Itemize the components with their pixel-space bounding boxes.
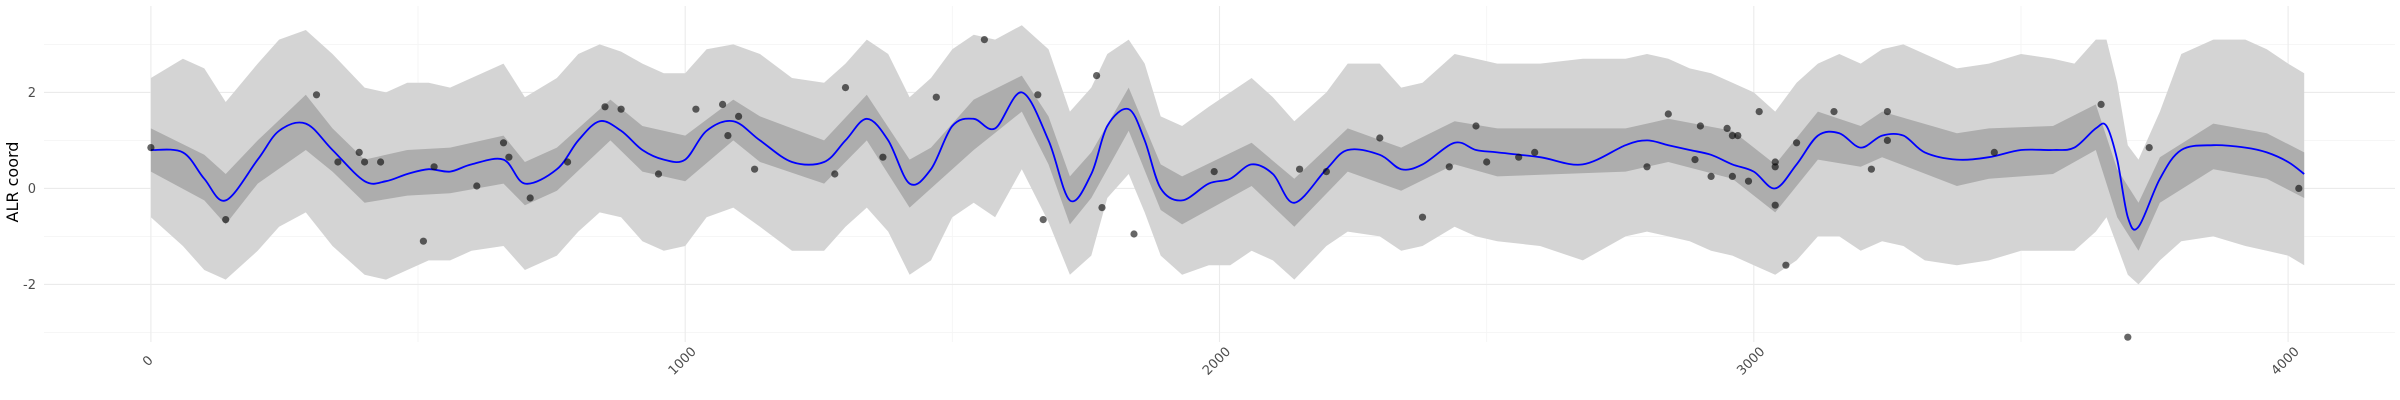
x-tick-label: 2000 — [1200, 345, 1234, 379]
observation-point — [377, 158, 385, 166]
observation-point — [505, 153, 513, 161]
observation-point — [1830, 108, 1838, 116]
observation-point — [430, 163, 438, 171]
observation-point — [1643, 163, 1651, 171]
observation-point — [980, 36, 989, 44]
observation-point — [564, 158, 572, 166]
observation-point — [831, 170, 839, 178]
observation-point — [312, 91, 321, 99]
observation-point — [1515, 153, 1523, 161]
observation-point — [654, 170, 663, 178]
observation-point — [2145, 144, 2153, 152]
observation-point — [1472, 122, 1480, 130]
observation-point — [751, 165, 759, 173]
point-layer — [147, 36, 2303, 341]
observation-point — [1376, 134, 1384, 142]
observation-point — [1728, 132, 1736, 140]
x-tick-label: 0 — [140, 353, 156, 369]
observation-point — [1771, 163, 1779, 171]
observation-point — [334, 158, 342, 166]
observation-point — [499, 139, 508, 147]
line-layer — [150, 91, 2305, 231]
observation-point — [1707, 172, 1715, 180]
observation-point — [1483, 158, 1491, 166]
observation-point — [1728, 172, 1736, 180]
observation-point — [1793, 139, 1801, 147]
observation-point — [1531, 148, 1539, 156]
observation-point — [355, 148, 363, 156]
observation-point — [2124, 333, 2132, 341]
observation-point — [1883, 108, 1891, 116]
band-layer — [150, 25, 2305, 285]
x-tick-label: 3000 — [1734, 345, 1768, 379]
inner-credible-band — [150, 75, 2305, 251]
observation-point — [879, 153, 887, 161]
y-tick-label: 0 — [28, 182, 36, 197]
observation-point — [1098, 204, 1106, 212]
observation-point — [2097, 100, 2105, 108]
observation-point — [692, 105, 700, 113]
observation-point — [1782, 261, 1790, 269]
observation-point — [1130, 230, 1138, 238]
x-tick-label: 4000 — [2269, 345, 2303, 379]
posterior-mean-line — [150, 91, 2305, 231]
x-tick-label: 1000 — [666, 345, 700, 379]
observation-point — [932, 93, 940, 101]
observation-point — [147, 144, 155, 152]
observation-point — [1034, 91, 1042, 99]
observation-point — [1039, 216, 1047, 224]
observation-point — [735, 112, 743, 120]
observation-point — [526, 194, 534, 202]
observation-point — [419, 237, 427, 245]
observation-point — [1093, 72, 1101, 80]
observation-point — [1723, 124, 1731, 132]
observation-point — [1664, 110, 1672, 118]
observation-point — [1445, 163, 1453, 171]
observation-point — [719, 100, 727, 108]
observation-point — [1867, 165, 1875, 173]
observation-point — [222, 216, 230, 224]
observation-point — [601, 103, 609, 111]
observation-point — [1296, 165, 1304, 173]
observation-point — [1322, 168, 1330, 176]
observation-point — [473, 182, 481, 190]
y-axis-title: ALR coord — [3, 142, 22, 223]
observation-point — [361, 158, 369, 166]
observation-point — [1744, 177, 1753, 185]
observation-point — [1210, 168, 1218, 176]
observation-point — [617, 105, 625, 113]
observation-point — [1755, 108, 1763, 116]
observation-point — [1696, 122, 1704, 130]
y-tick-label: 2 — [28, 86, 36, 101]
observation-point — [1990, 148, 1998, 156]
observation-point — [1883, 136, 1891, 144]
observation-point — [1691, 156, 1699, 164]
observation-point — [841, 84, 850, 92]
observation-point — [1418, 213, 1427, 221]
observation-point — [724, 132, 732, 140]
observation-point — [1734, 132, 1742, 140]
observation-point — [2295, 184, 2303, 192]
observation-point — [1771, 201, 1779, 209]
y-tick-label: -2 — [23, 278, 36, 293]
